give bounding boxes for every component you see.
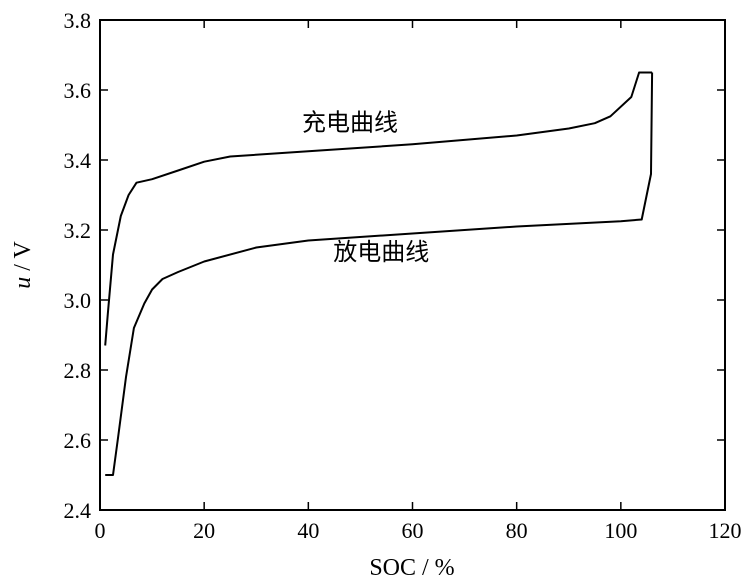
x-tick-label: 20 [193,518,215,543]
y-tick-label: 3.8 [64,8,92,33]
y-axis-label: u / V [10,241,36,289]
x-tick-label: 120 [709,518,742,543]
x-tick-label: 0 [95,518,106,543]
y-tick-label: 3.2 [64,218,92,243]
x-tick-label: 80 [506,518,528,543]
discharge-curve-label: 放电曲线 [333,238,429,266]
x-tick-label: 40 [297,518,319,543]
charge-curve [104,71,653,346]
discharge-curve [105,72,654,476]
charge-curve-label: 充电曲线 [302,108,398,136]
y-tick-label: 2.8 [64,358,92,383]
y-tick-label: 3.4 [64,148,92,173]
x-tick-label: 60 [402,518,424,543]
y-tick-label: 3.6 [64,78,92,103]
x-axis-label: SOC / % [369,555,454,581]
y-axis-ticks: 2.4 2.6 2.8 3.0 3.2 3.4 3.6 3.8 [64,8,725,523]
y-tick-label: 2.4 [64,498,92,523]
y-tick-label: 3.0 [64,288,92,313]
y-axis-label-var: u [10,277,36,289]
plot-frame [99,19,726,511]
x-axis-ticks: 0 20 40 60 80 100 120 [95,20,742,543]
y-axis-label-unit: / V [10,241,36,277]
x-tick-label: 100 [604,518,637,543]
curves [104,71,654,476]
y-tick-label: 2.6 [64,428,92,453]
